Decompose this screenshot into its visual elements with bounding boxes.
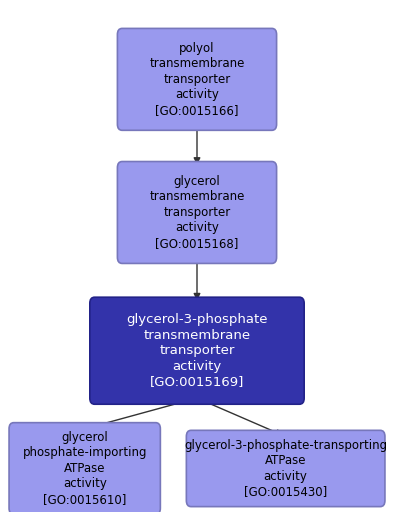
Text: glycerol-3-phosphate
transmembrane
transporter
activity
[GO:0015169]: glycerol-3-phosphate transmembrane trans…: [126, 313, 268, 388]
FancyBboxPatch shape: [117, 162, 277, 264]
FancyBboxPatch shape: [117, 29, 277, 131]
FancyBboxPatch shape: [186, 430, 385, 507]
Text: polyol
transmembrane
transporter
activity
[GO:0015166]: polyol transmembrane transporter activit…: [149, 42, 245, 117]
FancyBboxPatch shape: [90, 297, 304, 404]
Text: glycerol
transmembrane
transporter
activity
[GO:0015168]: glycerol transmembrane transporter activ…: [149, 175, 245, 250]
Text: glycerol-3-phosphate-transporting
ATPase
activity
[GO:0015430]: glycerol-3-phosphate-transporting ATPase…: [184, 439, 387, 498]
Text: glycerol
phosphate-importing
ATPase
activity
[GO:0015610]: glycerol phosphate-importing ATPase acti…: [22, 431, 147, 506]
FancyBboxPatch shape: [9, 423, 160, 512]
